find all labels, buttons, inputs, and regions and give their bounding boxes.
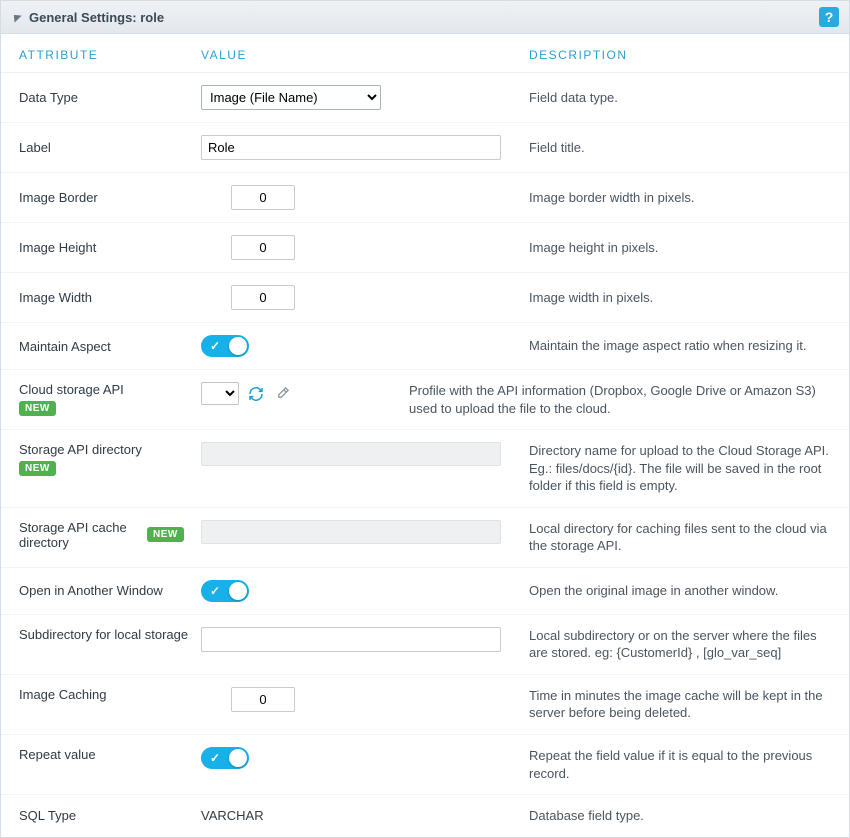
col-header-description: DESCRIPTION [521,48,831,62]
help-button[interactable]: ? [819,7,839,27]
image-caching-input[interactable] [231,687,295,712]
attr-image-height: Image Height [19,240,201,255]
attr-storage-cache-label: Storage API cache directory [19,520,139,550]
attr-image-width: Image Width [19,290,201,305]
col-header-attribute: ATTRIBUTE [19,48,201,62]
cloud-api-select[interactable] [201,382,239,405]
storage-dir-input[interactable] [201,442,501,466]
desc-subdir: Local subdirectory or on the server wher… [521,627,831,662]
attr-cloud-api: Cloud storage API NEW [19,382,201,416]
maintain-aspect-toggle[interactable]: ✓ [201,335,249,357]
row-maintain-aspect: Maintain Aspect ✓ Maintain the image asp… [1,323,849,370]
attr-sql-type: SQL Type [19,808,201,823]
storage-cache-input[interactable] [201,520,501,544]
repeat-value-toggle[interactable]: ✓ [201,747,249,769]
subdir-input[interactable] [201,627,501,652]
row-image-height: Image Height Image height in pixels. [1,223,849,273]
row-image-width: Image Width Image width in pixels. [1,273,849,323]
attr-image-border: Image Border [19,190,201,205]
row-label: Label Field title. [1,123,849,173]
desc-data-type: Field data type. [521,89,831,107]
label-input[interactable] [201,135,501,160]
attr-maintain-aspect: Maintain Aspect [19,339,201,354]
desc-open-window: Open the original image in another windo… [521,582,831,600]
desc-cloud-api: Profile with the API information (Dropbo… [401,382,831,417]
new-badge: NEW [19,461,56,476]
data-type-select[interactable]: Image (File Name) [201,85,381,110]
row-open-window: Open in Another Window ✓ Open the origin… [1,568,849,615]
desc-maintain-aspect: Maintain the image aspect ratio when res… [521,337,831,355]
attr-image-caching: Image Caching [19,687,201,702]
attr-cloud-api-label: Cloud storage API [19,382,124,397]
desc-storage-dir: Directory name for upload to the Cloud S… [521,442,831,495]
edit-icon[interactable] [273,385,291,403]
attr-subdir: Subdirectory for local storage [19,627,201,642]
row-sql-type: SQL Type VARCHAR Database field type. [1,795,849,837]
column-headers: ATTRIBUTE VALUE DESCRIPTION [1,34,849,73]
attr-storage-dir-label: Storage API directory [19,442,142,457]
desc-repeat-value: Repeat the field value if it is equal to… [521,747,831,782]
row-image-border: Image Border Image border width in pixel… [1,173,849,223]
row-image-caching: Image Caching Time in minutes the image … [1,675,849,735]
attr-storage-dir: Storage API directory NEW [19,442,201,476]
new-badge: NEW [19,401,56,416]
desc-image-width: Image width in pixels. [521,289,831,307]
desc-sql-type: Database field type. [521,807,831,825]
collapse-icon[interactable] [10,11,21,22]
row-cloud-api: Cloud storage API NEW Profile with the A… [1,370,849,430]
desc-label: Field title. [521,139,831,157]
attr-open-window: Open in Another Window [19,583,201,598]
desc-storage-cache: Local directory for caching files sent t… [521,520,831,555]
open-window-toggle[interactable]: ✓ [201,580,249,602]
desc-image-caching: Time in minutes the image cache will be … [521,687,831,722]
image-border-input[interactable] [231,185,295,210]
panel-title: General Settings: role [29,10,164,25]
attr-storage-cache: Storage API cache directory NEW [19,520,201,550]
attr-label: Label [19,140,201,155]
row-subdir: Subdirectory for local storage Local sub… [1,615,849,675]
panel-header: General Settings: role ? [1,1,849,34]
refresh-icon[interactable] [247,385,265,403]
row-repeat-value: Repeat value ✓ Repeat the field value if… [1,735,849,795]
attr-repeat-value: Repeat value [19,747,201,762]
image-height-input[interactable] [231,235,295,260]
image-width-input[interactable] [231,285,295,310]
desc-image-border: Image border width in pixels. [521,189,831,207]
col-header-value: VALUE [201,48,521,62]
desc-image-height: Image height in pixels. [521,239,831,257]
row-storage-cache: Storage API cache directory NEW Local di… [1,508,849,568]
attr-data-type: Data Type [19,90,201,105]
sql-type-value: VARCHAR [201,808,264,823]
new-badge: NEW [147,527,184,542]
row-storage-dir: Storage API directory NEW Directory name… [1,430,849,508]
row-data-type: Data Type Image (File Name) Field data t… [1,73,849,123]
settings-panel: General Settings: role ? ATTRIBUTE VALUE… [0,0,850,838]
